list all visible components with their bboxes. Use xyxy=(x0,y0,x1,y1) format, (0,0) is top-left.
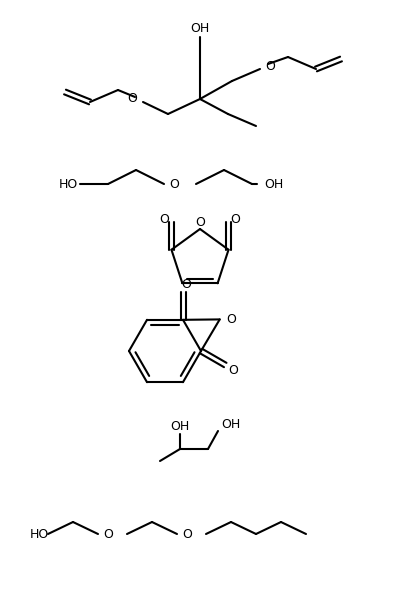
Text: O: O xyxy=(103,528,113,540)
Text: OH: OH xyxy=(264,177,283,190)
Text: O: O xyxy=(230,213,240,226)
Text: HO: HO xyxy=(59,177,78,190)
Text: O: O xyxy=(228,364,238,377)
Text: O: O xyxy=(182,528,192,540)
Text: O: O xyxy=(169,177,179,190)
Text: O: O xyxy=(195,216,205,228)
Text: HO: HO xyxy=(30,528,49,540)
Text: OH: OH xyxy=(170,420,190,434)
Text: O: O xyxy=(227,313,236,326)
Text: OH: OH xyxy=(221,419,240,431)
Text: O: O xyxy=(181,279,191,291)
Text: OH: OH xyxy=(190,22,210,35)
Text: O: O xyxy=(127,92,137,105)
Text: O: O xyxy=(160,213,170,226)
Text: O: O xyxy=(265,59,275,72)
